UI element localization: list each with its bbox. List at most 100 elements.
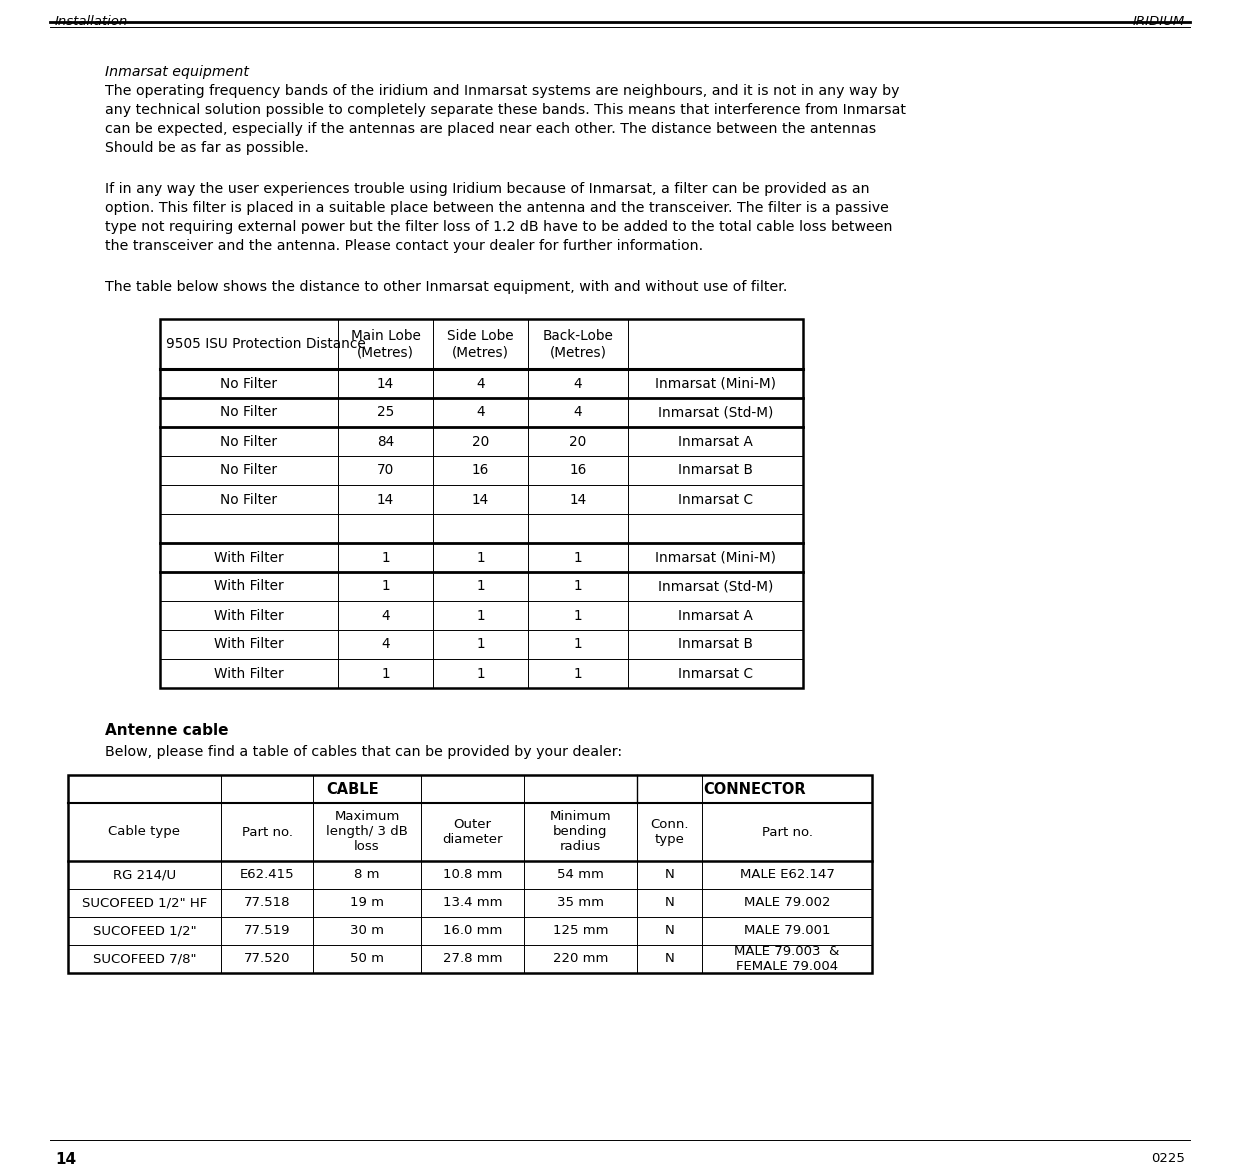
- Text: 1: 1: [476, 608, 485, 622]
- Text: Inmarsat (Mini-M): Inmarsat (Mini-M): [655, 377, 776, 391]
- Text: SUCOFEED 1/2": SUCOFEED 1/2": [93, 924, 196, 937]
- Text: 25: 25: [377, 405, 394, 419]
- Text: Part no.: Part no.: [761, 825, 812, 839]
- Text: Antenne cable: Antenne cable: [105, 724, 228, 738]
- Text: 14: 14: [55, 1152, 76, 1167]
- Text: 0225: 0225: [1151, 1152, 1185, 1165]
- Text: 16: 16: [472, 463, 489, 477]
- Text: N: N: [665, 868, 675, 881]
- Text: MALE 79.002: MALE 79.002: [744, 896, 831, 909]
- Text: 9505 ISU Protection Distance: 9505 ISU Protection Distance: [166, 337, 366, 351]
- Text: 35 mm: 35 mm: [557, 896, 604, 909]
- Text: 220 mm: 220 mm: [553, 952, 608, 965]
- Text: Installation: Installation: [55, 15, 128, 28]
- Text: 14: 14: [569, 492, 587, 506]
- Text: 1: 1: [381, 551, 389, 565]
- Text: Inmarsat B: Inmarsat B: [678, 463, 753, 477]
- Text: 1: 1: [574, 580, 583, 594]
- Text: 1: 1: [574, 608, 583, 622]
- Text: 13.4 mm: 13.4 mm: [443, 896, 502, 909]
- Text: type not requiring external power but the filter loss of 1.2 dB have to be added: type not requiring external power but th…: [105, 221, 893, 235]
- Text: 14: 14: [377, 492, 394, 506]
- Text: 4: 4: [476, 405, 485, 419]
- Text: 20: 20: [472, 434, 489, 448]
- Text: N: N: [665, 896, 675, 909]
- Text: MALE 79.001: MALE 79.001: [744, 924, 831, 937]
- Text: Inmarsat B: Inmarsat B: [678, 637, 753, 651]
- Text: 84: 84: [377, 434, 394, 448]
- Text: CABLE: CABLE: [326, 782, 378, 797]
- Text: No Filter: No Filter: [221, 463, 278, 477]
- Text: Part no.: Part no.: [242, 825, 293, 839]
- Text: can be expected, especially if the antennas are placed near each other. The dist: can be expected, especially if the anten…: [105, 123, 877, 137]
- Text: the transceiver and the antenna. Please contact your dealer for further informat: the transceiver and the antenna. Please …: [105, 239, 703, 253]
- Text: Cable type: Cable type: [109, 825, 181, 839]
- Text: E62.415: E62.415: [239, 868, 294, 881]
- Text: 27.8 mm: 27.8 mm: [443, 952, 502, 965]
- Text: 125 mm: 125 mm: [553, 924, 609, 937]
- Text: 4: 4: [574, 377, 583, 391]
- Text: No Filter: No Filter: [221, 405, 278, 419]
- Text: If in any way the user experiences trouble using Iridium because of Inmarsat, a : If in any way the user experiences troub…: [105, 182, 869, 196]
- Text: 77.519: 77.519: [244, 924, 290, 937]
- Text: Should be as far as possible.: Should be as far as possible.: [105, 141, 309, 155]
- Text: With Filter: With Filter: [215, 551, 284, 565]
- Text: No Filter: No Filter: [221, 434, 278, 448]
- Text: Conn.
type: Conn. type: [650, 818, 688, 846]
- Text: 54 mm: 54 mm: [557, 868, 604, 881]
- Text: No Filter: No Filter: [221, 492, 278, 506]
- Text: SUCOFEED 1/2" HF: SUCOFEED 1/2" HF: [82, 896, 207, 909]
- Text: No Filter: No Filter: [221, 377, 278, 391]
- Text: 1: 1: [476, 551, 485, 565]
- Text: Inmarsat (Std-M): Inmarsat (Std-M): [657, 580, 774, 594]
- Text: 19 m: 19 m: [350, 896, 384, 909]
- Text: 1: 1: [476, 666, 485, 680]
- Text: Inmarsat (Mini-M): Inmarsat (Mini-M): [655, 551, 776, 565]
- Text: 4: 4: [381, 637, 389, 651]
- Text: 70: 70: [377, 463, 394, 477]
- Text: Main Lobe
(Metres): Main Lobe (Metres): [351, 329, 420, 359]
- Text: MALE E62.147: MALE E62.147: [739, 868, 835, 881]
- Text: With Filter: With Filter: [215, 666, 284, 680]
- Text: 14: 14: [472, 492, 489, 506]
- Text: Inmarsat equipment: Inmarsat equipment: [105, 65, 249, 79]
- Text: 77.518: 77.518: [244, 896, 290, 909]
- Text: 4: 4: [574, 405, 583, 419]
- Text: The table below shows the distance to other Inmarsat equipment, with and without: The table below shows the distance to ot…: [105, 280, 787, 294]
- Text: Inmarsat (Std-M): Inmarsat (Std-M): [657, 405, 774, 419]
- Text: Inmarsat C: Inmarsat C: [678, 492, 753, 506]
- Text: Below, please find a table of cables that can be provided by your dealer:: Below, please find a table of cables tha…: [105, 745, 622, 759]
- Text: With Filter: With Filter: [215, 608, 284, 622]
- Text: Back-Lobe
(Metres): Back-Lobe (Metres): [543, 329, 614, 359]
- Text: 1: 1: [476, 580, 485, 594]
- Text: SUCOFEED 7/8": SUCOFEED 7/8": [93, 952, 196, 965]
- Text: Inmarsat A: Inmarsat A: [678, 434, 753, 448]
- Text: With Filter: With Filter: [215, 580, 284, 594]
- Text: 14: 14: [377, 377, 394, 391]
- Text: 50 m: 50 m: [350, 952, 384, 965]
- Text: The operating frequency bands of the iridium and Inmarsat systems are neighbours: The operating frequency bands of the iri…: [105, 84, 899, 98]
- Text: CONNECTOR: CONNECTOR: [703, 782, 806, 797]
- Text: any technical solution possible to completely separate these bands. This means t: any technical solution possible to compl…: [105, 103, 906, 117]
- Text: 20: 20: [569, 434, 587, 448]
- Text: Outer
diameter: Outer diameter: [443, 818, 502, 846]
- Text: RG 214/U: RG 214/U: [113, 868, 176, 881]
- Text: Minimum
bending
radius: Minimum bending radius: [549, 811, 611, 853]
- Text: MALE 79.003  &
FEMALE 79.004: MALE 79.003 & FEMALE 79.004: [734, 945, 839, 973]
- Text: 1: 1: [381, 666, 389, 680]
- Text: With Filter: With Filter: [215, 637, 284, 651]
- Text: 16.0 mm: 16.0 mm: [443, 924, 502, 937]
- Text: IRIDIUM: IRIDIUM: [1133, 15, 1185, 28]
- Text: 1: 1: [574, 637, 583, 651]
- Text: option. This filter is placed in a suitable place between the antenna and the tr: option. This filter is placed in a suita…: [105, 201, 889, 215]
- Bar: [68, 775, 872, 973]
- Text: 4: 4: [381, 608, 389, 622]
- Text: 77.520: 77.520: [244, 952, 290, 965]
- Bar: [160, 319, 804, 689]
- Text: N: N: [665, 924, 675, 937]
- Text: 8 m: 8 m: [355, 868, 379, 881]
- Text: 4: 4: [476, 377, 485, 391]
- Text: Inmarsat A: Inmarsat A: [678, 608, 753, 622]
- Text: Inmarsat C: Inmarsat C: [678, 666, 753, 680]
- Text: 1: 1: [574, 551, 583, 565]
